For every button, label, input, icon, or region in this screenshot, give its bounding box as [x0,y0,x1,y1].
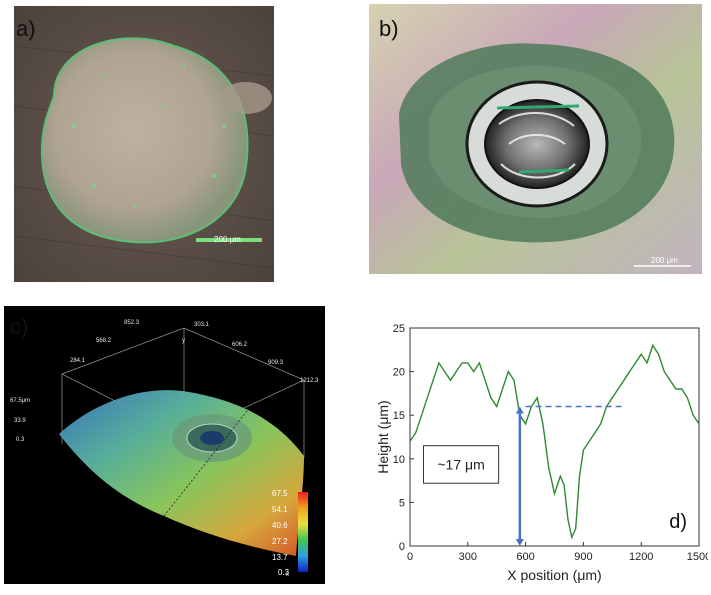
colorbar-label: 67.5 [272,489,288,498]
colorbar-label: 0.3 [278,568,290,577]
x-tick-label: 0 [407,551,413,563]
y-tick-label: 25 [393,323,405,335]
y-tick-label: 20 [393,367,405,379]
surface-profile-panel-c: c) 852.3 568.2 284.1 303.1 606.2 909.3 1… [4,306,325,584]
colorbar-label: 54.1 [272,505,288,514]
height-arrow-head-top [515,406,524,414]
plot-frame [409,327,700,547]
x-axis-label: X position (μm) [507,567,601,583]
x-tick-label: 1200 [629,551,653,563]
x-tick-label: 600 [516,551,534,563]
colorbar-label: 27.2 [272,537,288,546]
axis-tick: 284.1 [70,358,86,364]
y-tick-label: 0 [399,541,405,553]
x-tick-label: 900 [574,551,592,563]
panel-a-scalebar-text: 200 μm [214,235,241,244]
surface-3d-image [4,306,325,584]
annotation-box [422,445,500,484]
axis-tick: 568.2 [96,338,112,344]
height-annotation-text: ~17 μm [437,456,484,472]
panel-d-label: d) [669,511,687,533]
axis-letter-x: x [286,572,289,578]
panel-c-label: c) [10,314,29,339]
axis-tick: 1212.3 [300,378,319,384]
micrograph-panel-b: b) 200 μm [369,4,702,274]
height-arrow-head-bottom [515,539,524,546]
y-tick-label: 10 [393,454,405,466]
axis-tick: 909.3 [268,360,284,366]
axis-tick: 303.1 [194,322,210,328]
micrograph-b-image [369,4,702,274]
y-tick-label: 15 [393,410,405,422]
axis-tick: 606.2 [232,342,248,348]
y-axis-label: Height (μm) [378,400,391,473]
axis-tick: 0.3 [16,437,25,443]
x-tick-label: 300 [459,551,477,563]
y-tick-label: 5 [399,497,405,509]
colorbar-label: 13.7 [272,553,288,562]
colorbar-label: 40.6 [272,521,288,530]
axis-tick: 33.9 [14,418,26,424]
axis-letter-y: y [182,338,185,344]
axis-tick: 852.3 [124,320,140,326]
axis-tick: 67.5μm [10,398,31,404]
micrograph-a-image [13,6,275,282]
panel-b-label: b) [379,16,399,41]
micrograph-panel-a: a) 200 μm [13,6,275,282]
panel-a-label: a) [16,16,36,41]
panel-b-scalebar-text: 200 μm [651,256,678,265]
height-profile-line [409,343,700,540]
